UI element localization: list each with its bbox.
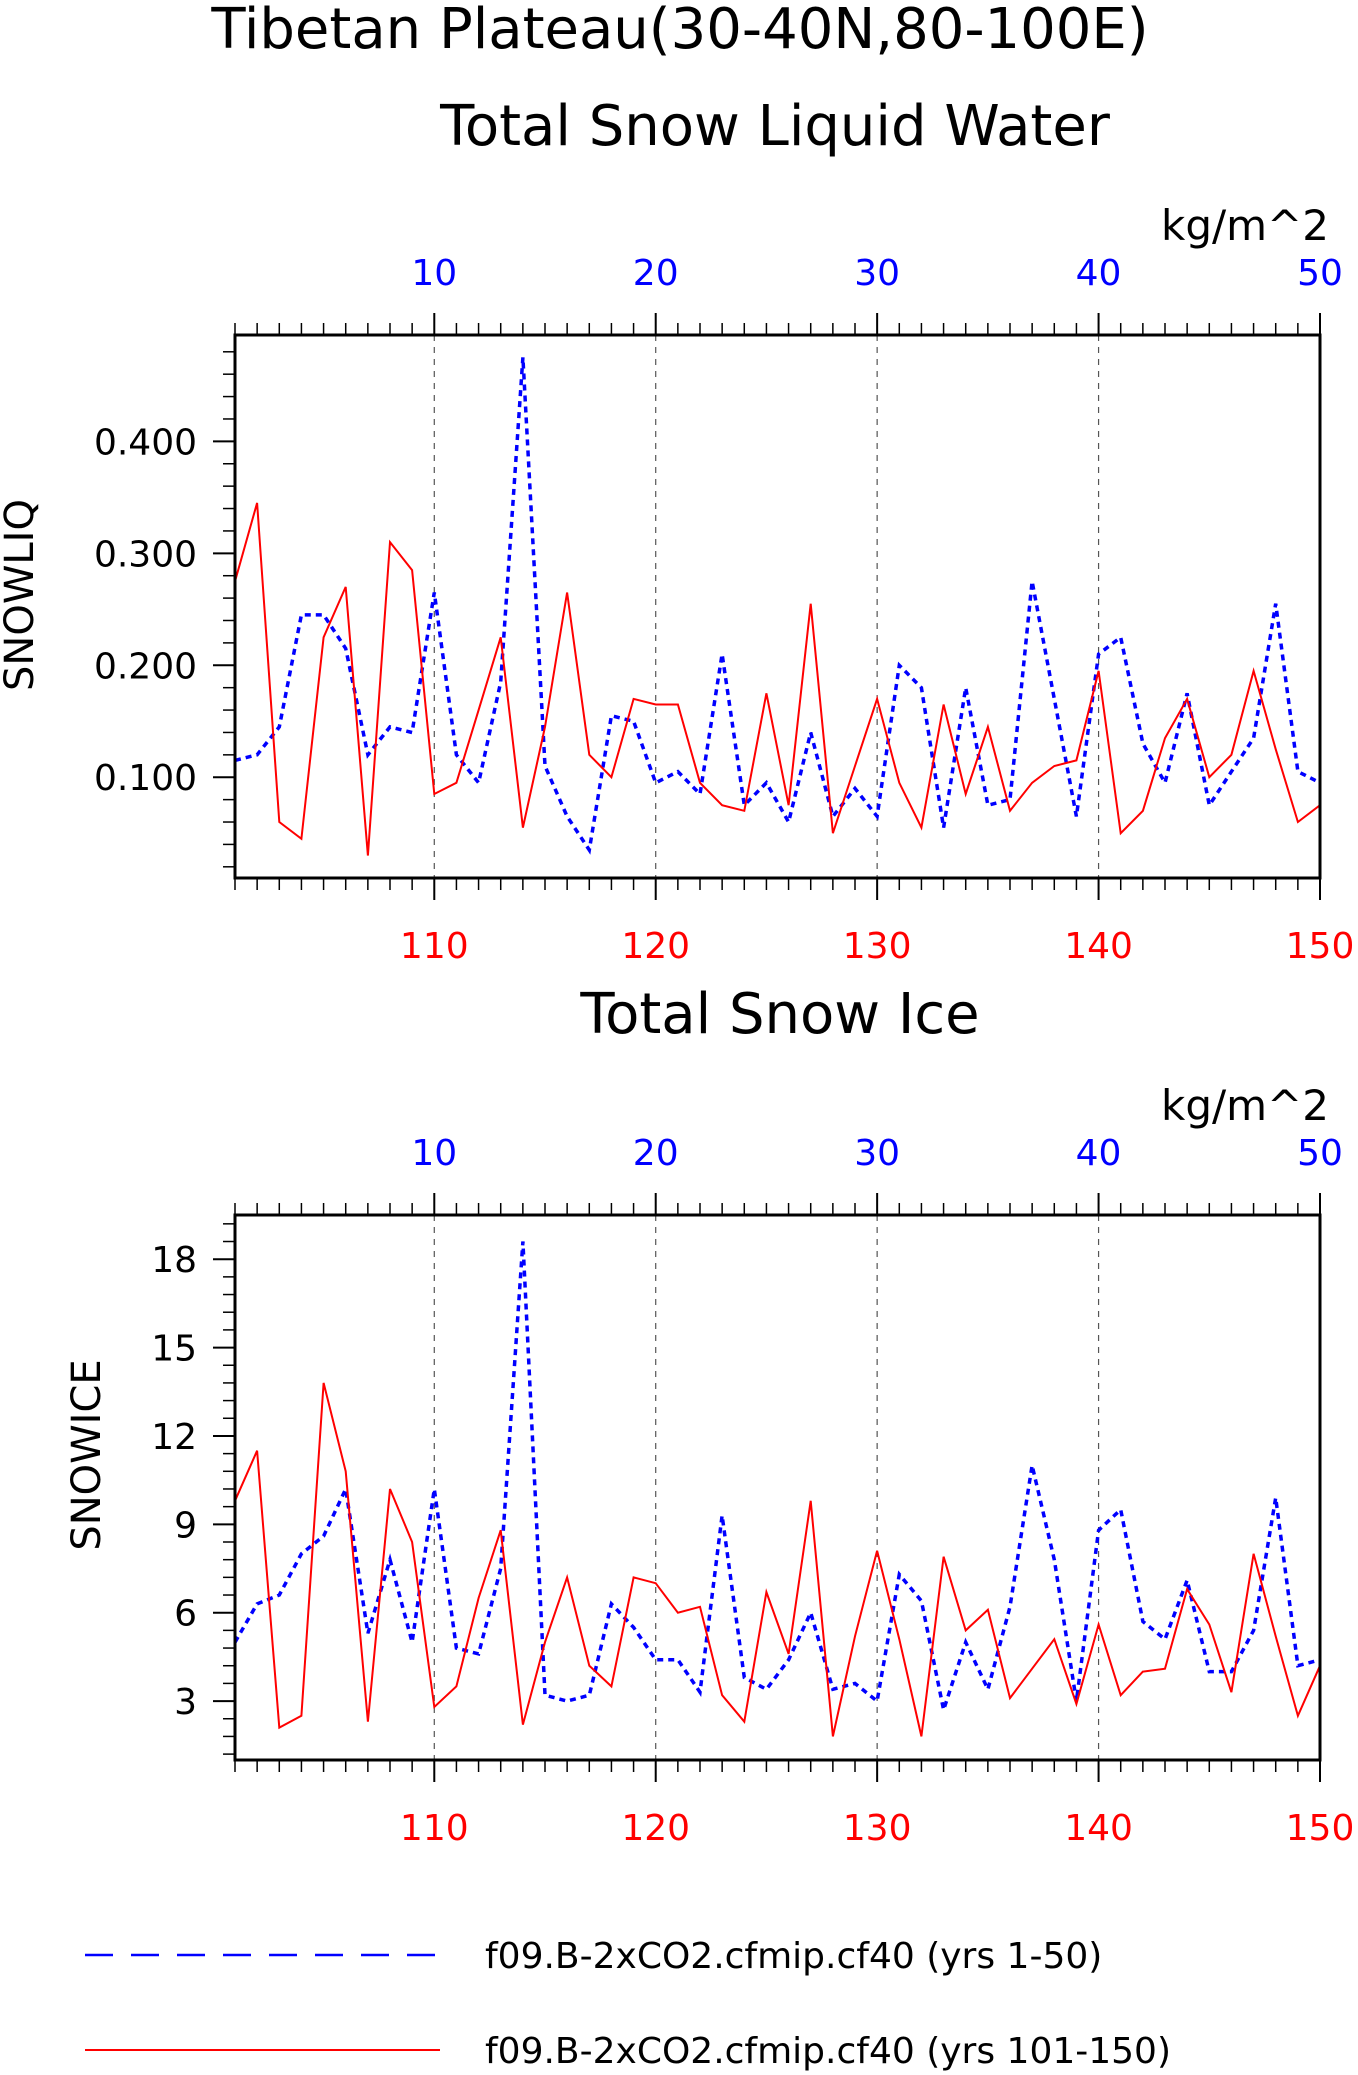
y-tick-label: 0.200 xyxy=(94,646,197,687)
y-tick-label: 0.300 xyxy=(94,534,197,575)
bottom-tick-label: 150 xyxy=(1286,926,1355,967)
top-tick-label: 50 xyxy=(1297,253,1343,294)
top-tick-label: 20 xyxy=(633,1133,679,1174)
top-tick-label: 40 xyxy=(1076,253,1122,294)
panel-snowliq: Total Snow Liquid Water kg/m^2 SNOWLIQ 0… xyxy=(0,94,1354,967)
panel-snowice: Total Snow Ice kg/m^2 SNOWICE 3 6 9 12 15 18 1… xyxy=(64,982,1354,1849)
bottom-tick-label: 140 xyxy=(1064,926,1133,967)
panel-title: Total Snow Ice xyxy=(579,982,979,1047)
bottom-tick-label: 150 xyxy=(1286,1808,1355,1849)
top-tick-label: 20 xyxy=(633,253,679,294)
y-axis-label: SNOWICE xyxy=(64,1359,110,1550)
legend-label-series-b: f09.B-2xCO2.cfmip.cf40 (yrs 101-150) xyxy=(485,2031,1171,2072)
bottom-tick-label: 130 xyxy=(843,1808,912,1849)
plot-frame xyxy=(233,333,1322,880)
main-title: Tibetan Plateau(30-40N,80-100E) xyxy=(210,0,1148,62)
top-tick-label: 30 xyxy=(854,1133,900,1174)
y-tick-label: 12 xyxy=(151,1417,197,1458)
y-tick-label: 0.100 xyxy=(94,758,197,799)
units-label: kg/m^2 xyxy=(1161,1081,1329,1130)
bottom-tick-label: 110 xyxy=(400,926,469,967)
series-line-yrs-1-50 xyxy=(234,357,1321,855)
bottom-tick-label: 120 xyxy=(621,926,690,967)
series-line-yrs-101-150 xyxy=(234,502,1321,856)
series-line-yrs-1-50 xyxy=(233,1241,1321,1717)
y-tick-label: 15 xyxy=(151,1329,197,1370)
y-axis-label: SNOWLIQ xyxy=(0,499,43,691)
top-tick-label: 10 xyxy=(411,253,457,294)
y-tick-label: 0.400 xyxy=(94,422,197,463)
top-tick-label: 50 xyxy=(1297,1133,1343,1174)
y-tick-label: 18 xyxy=(151,1240,197,1281)
top-tick-label: 10 xyxy=(411,1133,457,1174)
units-label: kg/m^2 xyxy=(1161,201,1329,250)
y-tick-label: 3 xyxy=(174,1682,197,1723)
bottom-tick-label: 120 xyxy=(621,1808,690,1849)
legend: f09.B-2xCO2.cfmip.cf40 (yrs 1-50) f09.B-… xyxy=(85,1936,1171,2072)
bottom-tick-label: 140 xyxy=(1064,1808,1133,1849)
bottom-tick-label: 130 xyxy=(843,926,912,967)
y-tick-label: 9 xyxy=(174,1505,197,1546)
top-tick-label: 30 xyxy=(854,253,900,294)
bottom-tick-label: 110 xyxy=(400,1808,469,1849)
legend-label-series-a: f09.B-2xCO2.cfmip.cf40 (yrs 1-50) xyxy=(485,1936,1102,1977)
top-tick-label: 40 xyxy=(1076,1133,1122,1174)
y-tick-label: 6 xyxy=(174,1594,197,1635)
panel-title: Total Snow Liquid Water xyxy=(439,94,1111,159)
plot-frame xyxy=(233,1213,1322,1762)
series-line-yrs-101-150 xyxy=(234,1382,1321,1737)
